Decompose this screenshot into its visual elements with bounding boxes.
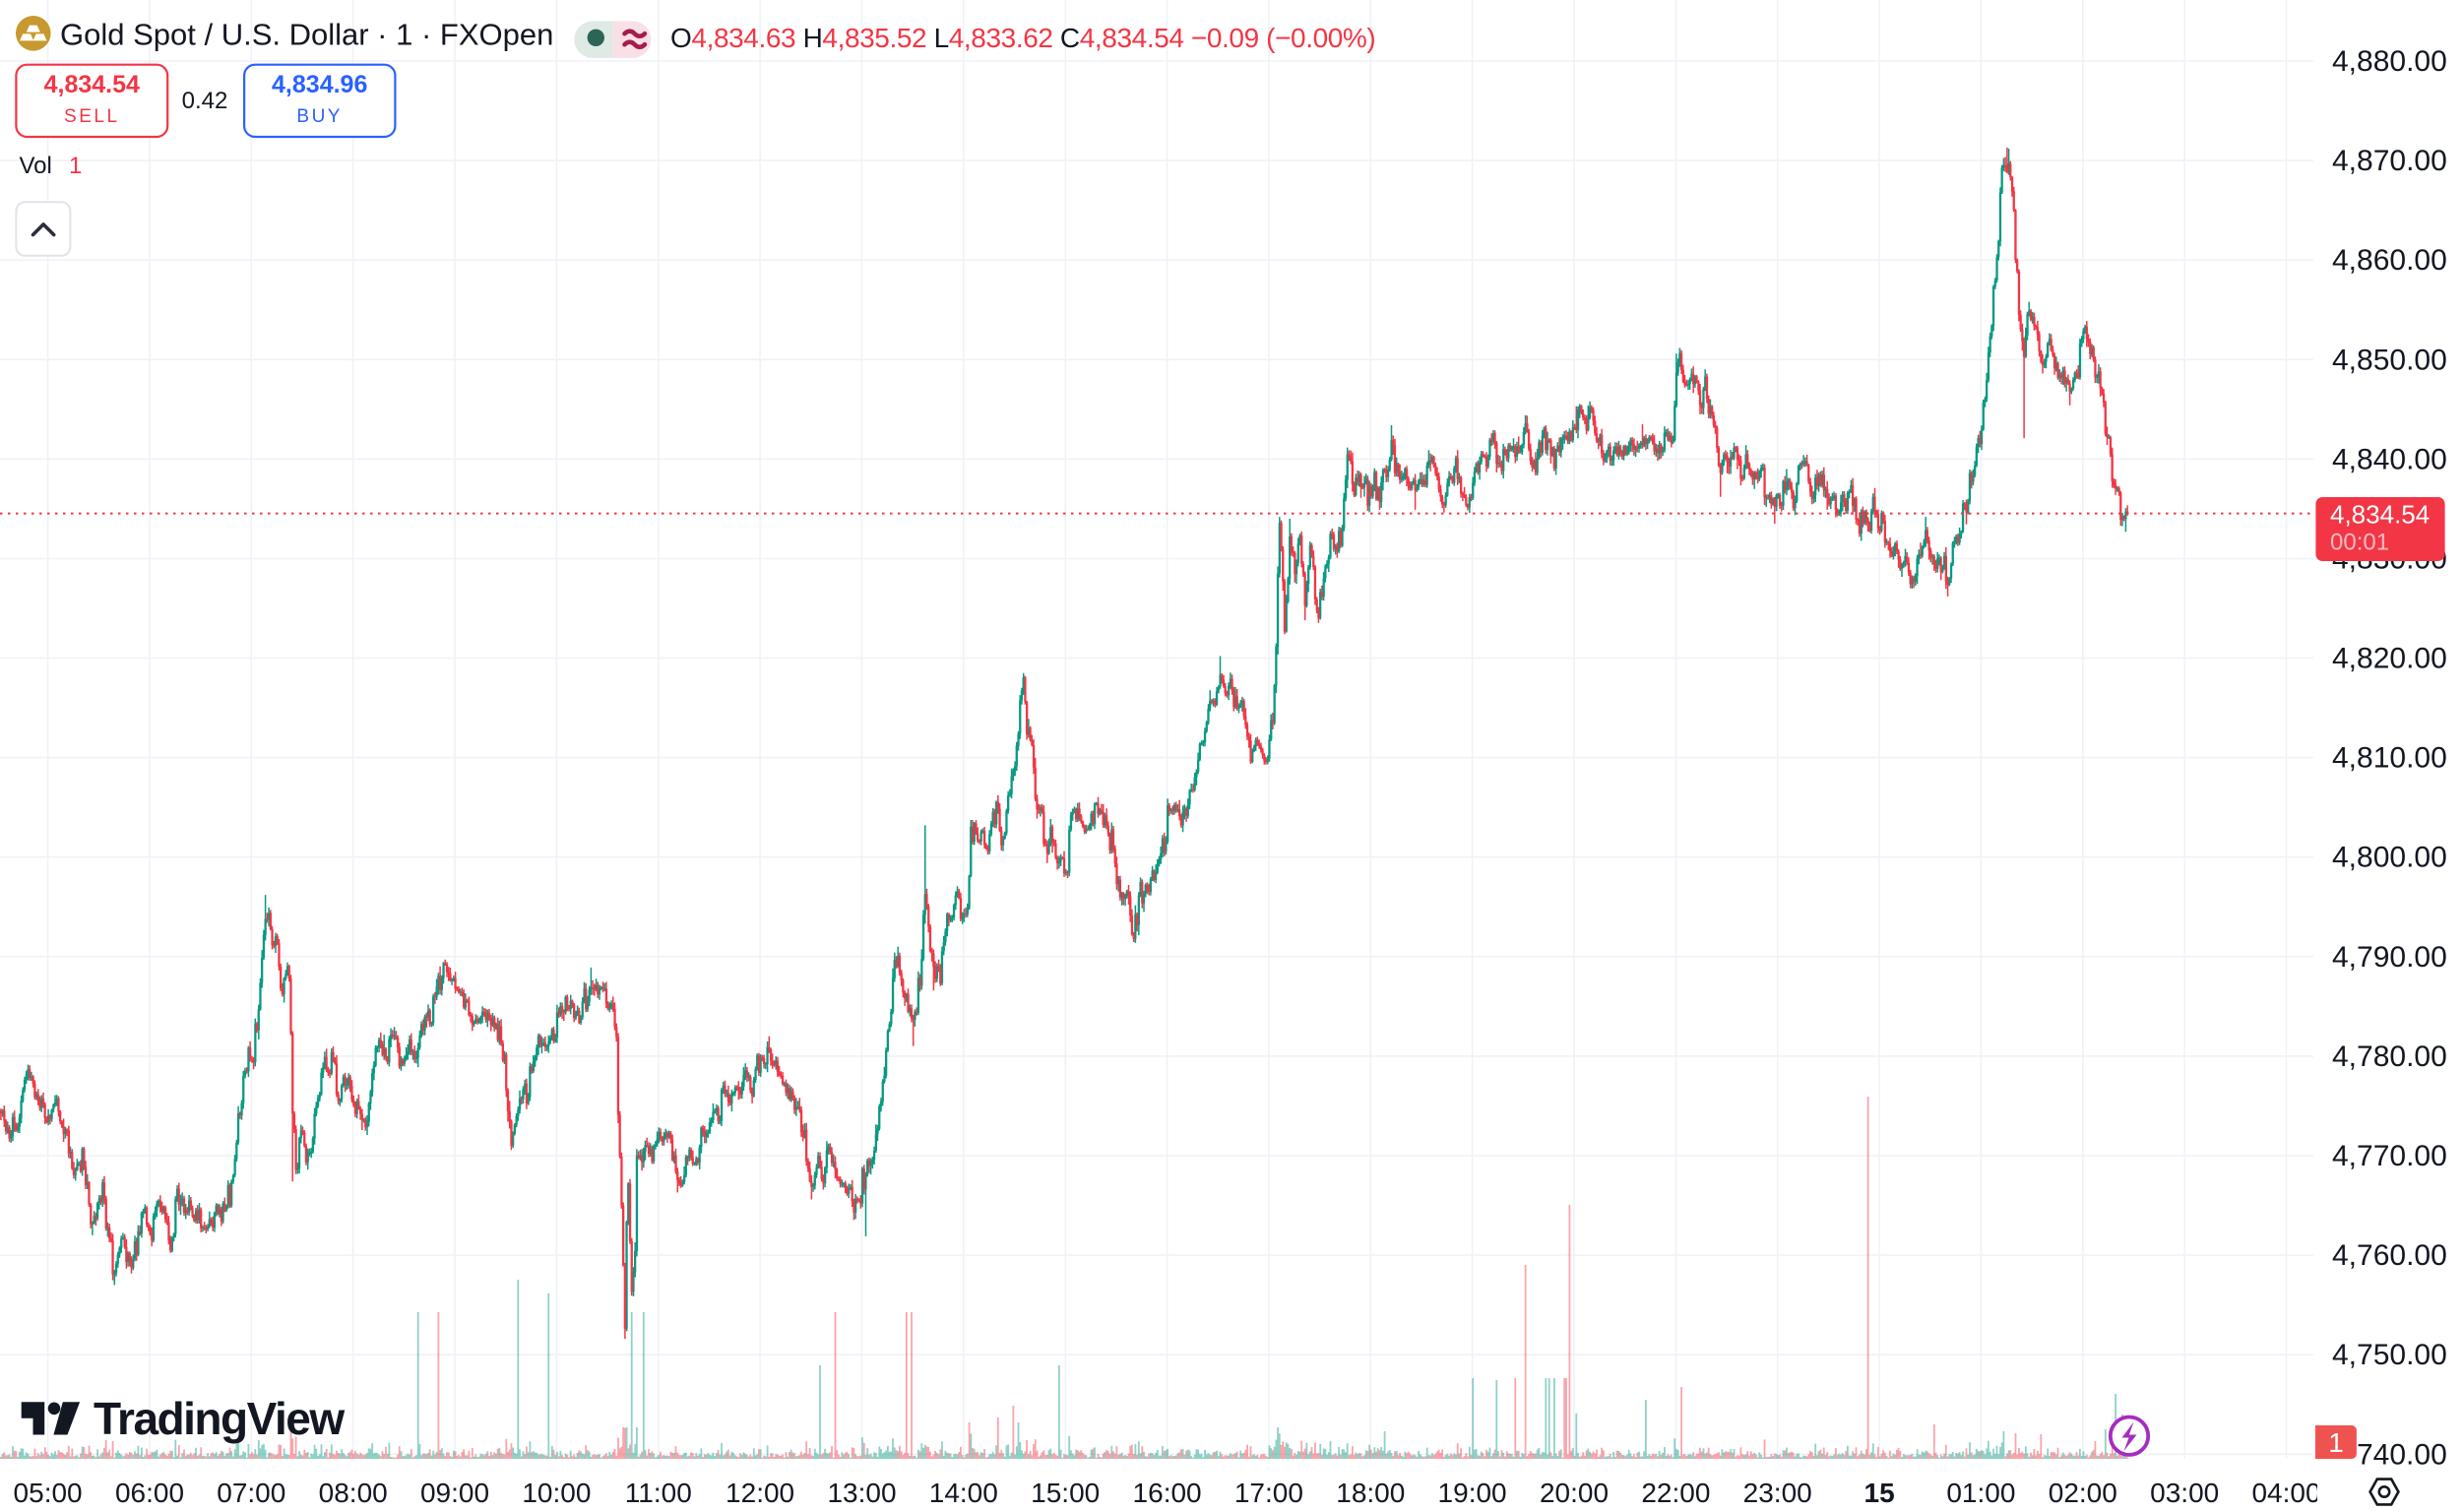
svg-text:4,834.54: 4,834.54 xyxy=(44,71,140,98)
svg-text:00:01: 00:01 xyxy=(2330,530,2389,556)
svg-text:4,870.00: 4,870.00 xyxy=(2332,145,2447,177)
svg-text:4,820.00: 4,820.00 xyxy=(2332,643,2447,675)
svg-text:4,770.00: 4,770.00 xyxy=(2332,1140,2447,1172)
svg-text:03:00: 03:00 xyxy=(2150,1478,2219,1508)
svg-text:17:00: 17:00 xyxy=(1234,1478,1303,1508)
svg-text:15: 15 xyxy=(1864,1478,1895,1508)
svg-text:4,834.54: 4,834.54 xyxy=(2330,500,2430,530)
svg-text:19:00: 19:00 xyxy=(1438,1478,1507,1508)
svg-text:20:00: 20:00 xyxy=(1540,1478,1609,1508)
svg-text:4,760.00: 4,760.00 xyxy=(2332,1239,2447,1272)
svg-text:4,790.00: 4,790.00 xyxy=(2332,941,2447,974)
svg-text:4,810.00: 4,810.00 xyxy=(2332,742,2447,775)
svg-text:Vol: Vol xyxy=(20,153,52,179)
svg-text:09:00: 09:00 xyxy=(420,1478,489,1508)
svg-text:4,800.00: 4,800.00 xyxy=(2332,842,2447,874)
svg-text:04:00: 04:00 xyxy=(2251,1478,2320,1508)
svg-text:740.00: 740.00 xyxy=(2357,1438,2447,1471)
svg-text:12:00: 12:00 xyxy=(726,1478,794,1508)
svg-text:10:00: 10:00 xyxy=(522,1478,591,1508)
svg-text:0.42: 0.42 xyxy=(182,88,228,114)
svg-text:07:00: 07:00 xyxy=(217,1478,285,1508)
svg-text:1: 1 xyxy=(2328,1427,2344,1458)
svg-text:14:00: 14:00 xyxy=(929,1478,998,1508)
svg-text:22:00: 22:00 xyxy=(1641,1478,1710,1508)
svg-text:13:00: 13:00 xyxy=(827,1478,896,1508)
svg-text:16:00: 16:00 xyxy=(1133,1478,1202,1508)
svg-text:23:00: 23:00 xyxy=(1743,1478,1812,1508)
svg-text:4,850.00: 4,850.00 xyxy=(2332,344,2447,376)
svg-text:01:00: 01:00 xyxy=(1946,1478,2015,1508)
svg-text:4,840.00: 4,840.00 xyxy=(2332,443,2447,475)
svg-text:05:00: 05:00 xyxy=(14,1478,83,1508)
svg-text:18:00: 18:00 xyxy=(1336,1478,1405,1508)
svg-text:SELL: SELL xyxy=(64,106,119,127)
svg-text:4,834.96: 4,834.96 xyxy=(272,71,367,98)
svg-text:4,880.00: 4,880.00 xyxy=(2332,45,2447,78)
svg-text:TradingView: TradingView xyxy=(94,1393,345,1444)
svg-text:4,750.00: 4,750.00 xyxy=(2332,1339,2447,1371)
svg-text:11:00: 11:00 xyxy=(625,1478,692,1508)
svg-text:1: 1 xyxy=(69,153,82,179)
svg-text:15:00: 15:00 xyxy=(1031,1478,1100,1508)
svg-text:BUY: BUY xyxy=(296,106,343,127)
svg-text:06:00: 06:00 xyxy=(115,1478,184,1508)
svg-text:Gold Spot / U.S. Dollar · 1 ·: Gold Spot / U.S. Dollar · 1 · FXOpen xyxy=(60,18,553,52)
svg-text:08:00: 08:00 xyxy=(319,1478,388,1508)
svg-text:4,860.00: 4,860.00 xyxy=(2332,244,2447,277)
svg-text:02:00: 02:00 xyxy=(2049,1478,2117,1508)
svg-text:4,780.00: 4,780.00 xyxy=(2332,1040,2447,1073)
svg-text:O4,834.63 H4,835.52 L4,833.62: O4,834.63 H4,835.52 L4,833.62 C4,834.54 … xyxy=(670,23,1375,53)
